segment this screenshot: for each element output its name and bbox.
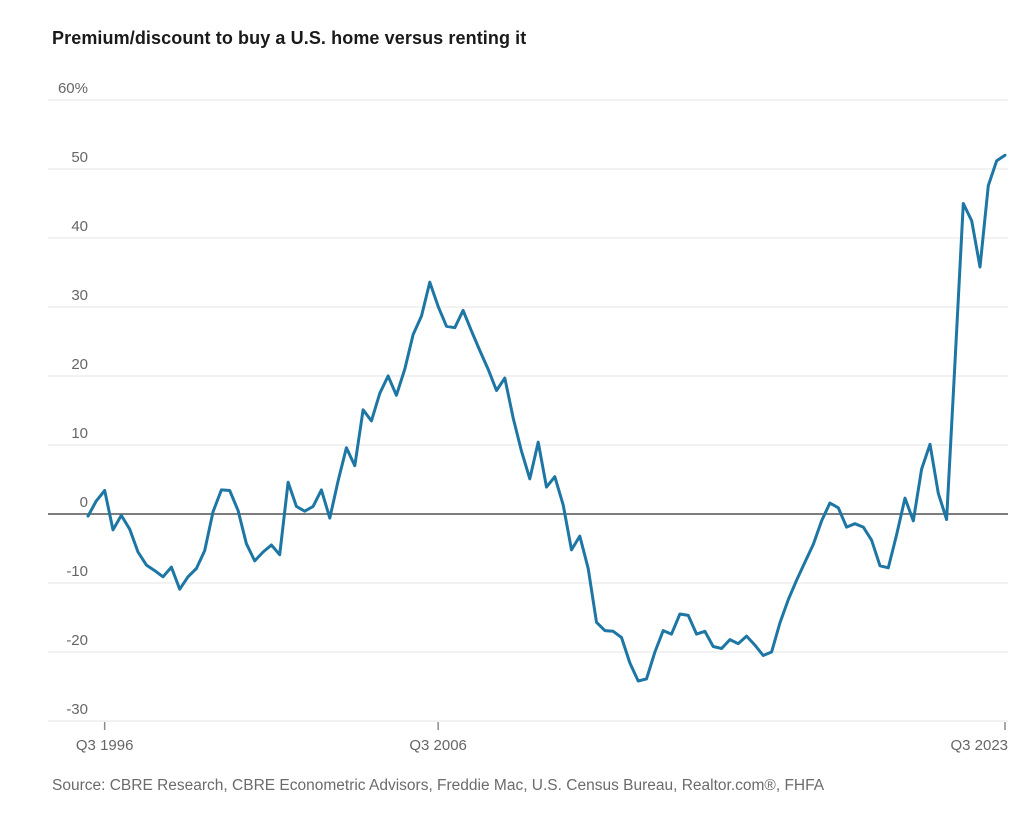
gridlines-group bbox=[48, 99, 1008, 722]
y-axis-label: 30 bbox=[71, 287, 88, 304]
y-axis-label: -10 bbox=[66, 563, 88, 580]
y-axis-labels-group: 60% 50 40 30 20 10 0 -10 -20 -30 bbox=[58, 80, 88, 718]
y-axis-label: 10 bbox=[71, 425, 88, 442]
y-axis-label: 0 bbox=[80, 494, 88, 511]
y-axis-label: -30 bbox=[66, 701, 88, 718]
x-axis-label: Q3 2006 bbox=[409, 737, 467, 754]
y-axis-label: 40 bbox=[71, 218, 88, 235]
y-axis-label: 60% bbox=[58, 80, 88, 97]
x-axis-label: Q3 1996 bbox=[76, 737, 134, 754]
premium-discount-line bbox=[86, 153, 1007, 683]
x-axis-group: Q3 1996 Q3 2006 Q3 2023 bbox=[76, 722, 1008, 754]
chart-title: Premium/discount to buy a U.S. home vers… bbox=[52, 28, 527, 48]
x-axis-label: Q3 2023 bbox=[950, 737, 1008, 754]
y-axis-label: -20 bbox=[66, 632, 88, 649]
source-attribution: Source: CBRE Research, CBRE Econometric … bbox=[52, 777, 825, 794]
y-axis-label: 50 bbox=[71, 149, 88, 166]
y-axis-label: 20 bbox=[71, 356, 88, 373]
